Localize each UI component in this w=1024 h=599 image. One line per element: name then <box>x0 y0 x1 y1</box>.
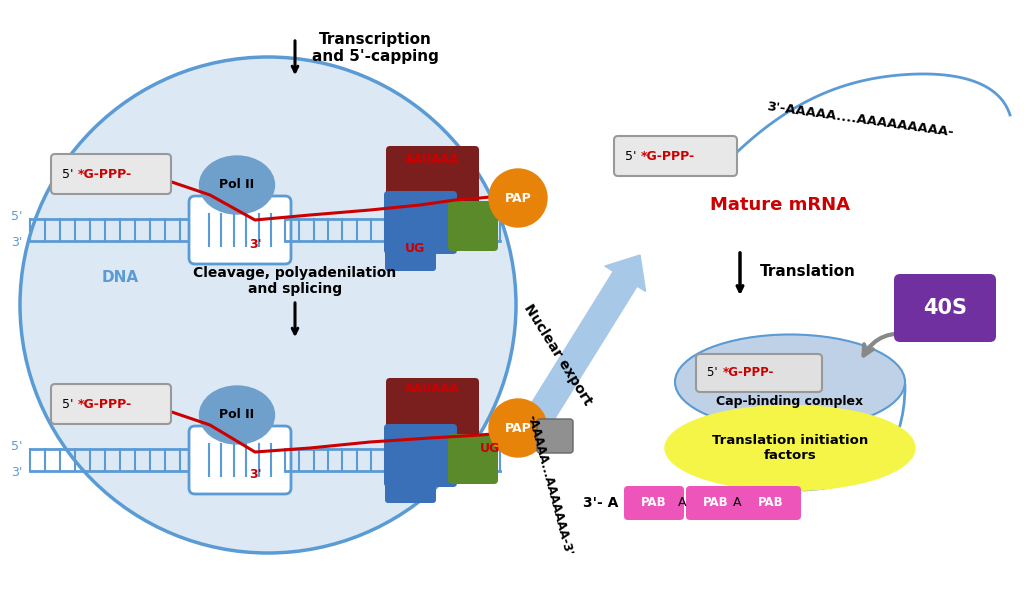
Text: 3': 3' <box>10 467 22 480</box>
Text: 40S: 40S <box>923 298 967 318</box>
Text: Transcription
and 5'-capping: Transcription and 5'-capping <box>311 32 438 65</box>
FancyBboxPatch shape <box>189 426 291 494</box>
Text: Translation initiation
factors: Translation initiation factors <box>712 434 868 462</box>
Text: 3': 3' <box>249 468 261 481</box>
Ellipse shape <box>489 169 547 227</box>
Text: 3'- A: 3'- A <box>583 496 618 510</box>
FancyBboxPatch shape <box>386 378 479 441</box>
Text: Pol II: Pol II <box>219 409 255 422</box>
Text: Cap-binding complex: Cap-binding complex <box>717 395 863 409</box>
FancyBboxPatch shape <box>385 469 436 503</box>
Circle shape <box>20 57 516 553</box>
Text: A: A <box>678 497 686 510</box>
Ellipse shape <box>489 399 547 457</box>
Text: Pol II: Pol II <box>219 179 255 192</box>
FancyBboxPatch shape <box>384 191 457 254</box>
FancyArrowPatch shape <box>803 385 905 490</box>
Text: 5': 5' <box>10 210 22 223</box>
FancyBboxPatch shape <box>614 136 737 176</box>
Text: *G-PPP-: *G-PPP- <box>641 150 695 162</box>
Text: Cleavage, polyadenilation
and splicing: Cleavage, polyadenilation and splicing <box>194 266 396 296</box>
Ellipse shape <box>675 334 905 429</box>
Text: A: A <box>733 497 741 510</box>
FancyBboxPatch shape <box>894 274 996 342</box>
FancyBboxPatch shape <box>384 424 457 487</box>
FancyBboxPatch shape <box>386 146 479 209</box>
FancyBboxPatch shape <box>696 354 822 392</box>
Text: *G-PPP-: *G-PPP- <box>78 168 132 180</box>
Text: Nuclear export: Nuclear export <box>521 302 595 408</box>
Text: Mature mRNA: Mature mRNA <box>710 196 850 214</box>
Text: AAUAAA: AAUAAA <box>404 382 459 395</box>
Text: 5': 5' <box>707 367 721 380</box>
Text: PAB: PAB <box>758 497 783 510</box>
FancyArrowPatch shape <box>863 334 915 355</box>
Ellipse shape <box>665 406 915 491</box>
Ellipse shape <box>200 156 274 214</box>
Text: UG: UG <box>480 441 501 455</box>
FancyBboxPatch shape <box>449 434 498 484</box>
Text: *G-PPP-: *G-PPP- <box>78 398 132 410</box>
FancyBboxPatch shape <box>537 419 573 453</box>
Text: 3'-AAAAA....AAAAAAAAA-: 3'-AAAAA....AAAAAAAAA- <box>766 101 954 140</box>
Text: DNA: DNA <box>101 271 138 286</box>
Text: 5': 5' <box>10 440 22 453</box>
FancyBboxPatch shape <box>189 196 291 264</box>
FancyBboxPatch shape <box>624 486 684 520</box>
Text: PAP: PAP <box>505 422 531 434</box>
Text: 3': 3' <box>249 238 261 251</box>
Text: UG: UG <box>404 241 425 255</box>
FancyBboxPatch shape <box>741 486 801 520</box>
FancyArrow shape <box>513 255 645 447</box>
FancyBboxPatch shape <box>686 486 746 520</box>
Text: 5': 5' <box>625 150 640 162</box>
Text: AAUAAA: AAUAAA <box>404 153 459 166</box>
FancyBboxPatch shape <box>385 237 436 271</box>
Text: *G-PPP-: *G-PPP- <box>723 367 774 380</box>
Text: Translation: Translation <box>760 265 856 280</box>
FancyBboxPatch shape <box>449 201 498 251</box>
Text: 3': 3' <box>10 237 22 250</box>
Text: PAB: PAB <box>703 497 729 510</box>
Text: PAB: PAB <box>641 497 667 510</box>
FancyBboxPatch shape <box>51 154 171 194</box>
Text: 5': 5' <box>62 168 78 180</box>
FancyBboxPatch shape <box>51 384 171 424</box>
Text: PAP: PAP <box>505 192 531 204</box>
Text: -AAAAA...AAAAAAA-3': -AAAAA...AAAAAAA-3' <box>525 413 575 557</box>
Text: 5': 5' <box>62 398 78 410</box>
Ellipse shape <box>200 386 274 444</box>
